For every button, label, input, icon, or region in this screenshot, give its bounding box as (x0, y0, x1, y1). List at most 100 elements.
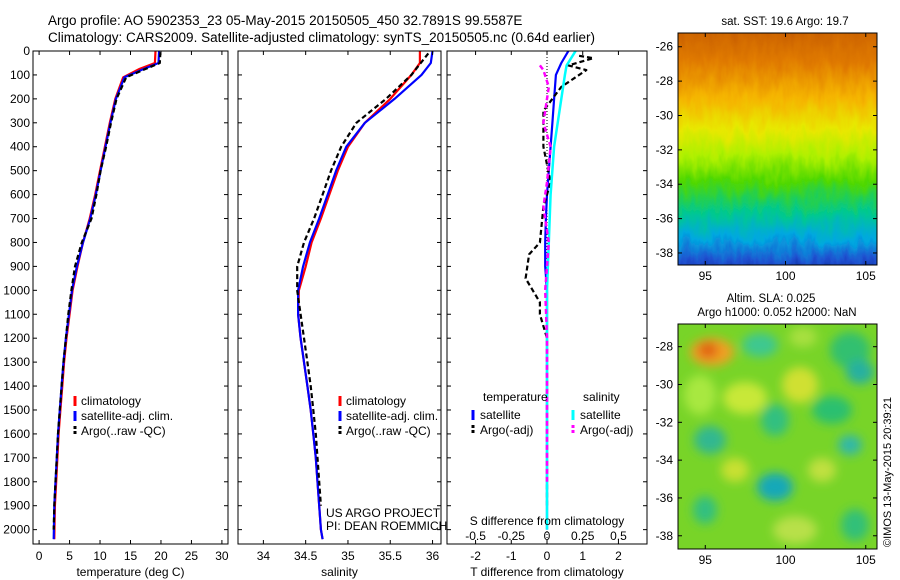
sla-map-title-2: Argo h1000: 0.052 h2000: NaN (697, 307, 856, 319)
figure-header: Argo profile: AO 5902353_23 05-May-2015 … (48, 12, 595, 46)
salinity-legend-item: Argo(..raw -QC) (346, 424, 431, 438)
depth-tick-label: 1900 (3, 499, 30, 513)
sst-map-lon-label: 95 (699, 269, 713, 283)
sla-map-panel: Altim. SLA: 0.025 Argo h1000: 0.052 h200… (656, 293, 878, 567)
temperature-series-2 (52, 52, 162, 530)
sst-map-lat-label: -32 (656, 143, 674, 157)
sla-map-lat-label: -32 (656, 415, 674, 429)
temperature-x-tick-label: 30 (215, 549, 229, 563)
depth-tick-label: 800 (10, 235, 30, 249)
temperature-x-tick-label: 20 (154, 549, 168, 563)
temperature-series-1 (52, 51, 161, 540)
difference-x-tick-label: 1 (579, 549, 586, 563)
climatology-title: Climatology: CARS2009. Satellite-adjuste… (48, 30, 596, 45)
depth-tick-label: 1500 (3, 403, 30, 417)
difference-x-label: T difference from climatology (470, 565, 624, 579)
sst-map-lat-label: -36 (656, 212, 674, 226)
depth-tick-label: 1400 (3, 379, 30, 393)
imos-credit: ©IMOS 13-May-2015 20:39:21 (882, 397, 894, 547)
depth-tick-label: 1100 (4, 307, 30, 321)
difference-x-tick-label: -1 (506, 549, 517, 563)
salinity-legend-item: satellite-adj. clim. (346, 409, 438, 423)
project-annotation: PI: DEAN ROEMMICH (326, 519, 447, 533)
salinity-chart: 34 34.5 35 35.5 36 salinity climatologysatelli… (237, 50, 447, 579)
temperature-series-0 (53, 51, 157, 540)
sst-map-title: sat. SST: 19.6 Argo: 19.7 (721, 16, 848, 28)
salinity-x-tick-label: 34 (257, 549, 271, 563)
sst-map-lon-label: 105 (856, 269, 876, 283)
top-x-tick-label: 0.25 (571, 529, 595, 543)
depth-tick-label: 1800 (3, 475, 30, 489)
sla-map-lon-label: 105 (856, 553, 876, 567)
depth-tick-label: 2000 (3, 523, 30, 537)
temperature-x-tick-label: 5 (66, 549, 73, 563)
difference-series-3 (538, 64, 552, 482)
depth-tick-label: 700 (10, 212, 30, 226)
salinity-frame (237, 50, 442, 545)
sla-map-title-1: Altim. SLA: 0.025 (727, 293, 816, 305)
sst-field (678, 33, 877, 265)
sst-map-lat-label: -28 (656, 74, 674, 88)
diff-legend-item: satellite (580, 408, 621, 422)
project-annotation: US ARGO PROJECT (326, 506, 441, 520)
difference-x-tick-label: 2 (615, 549, 622, 563)
sla-map-lat-label: -34 (656, 453, 674, 467)
salinity-x-label: salinity (321, 565, 358, 579)
depth-tick-label: 1300 (3, 355, 30, 369)
top-x-tick-label: -0.5 (465, 529, 486, 543)
temperature-x-tick-label: 25 (185, 549, 199, 563)
temperature-legend-item: climatology (81, 394, 141, 408)
difference-x-tick-label: 0 (544, 549, 551, 563)
profile-title: Argo profile: AO 5902353_23 05-May-2015 … (48, 13, 523, 28)
sst-map-lon-label: 100 (776, 269, 796, 283)
salinity-x-tick-label: 35 (341, 549, 355, 563)
depth-tick-label: 1700 (3, 451, 30, 465)
salinity-x-tick-label: 36 (426, 549, 440, 563)
salinity-series-2 (296, 52, 430, 506)
sla-map-lat-label: -28 (656, 340, 674, 354)
sst-map-lat-label: -26 (656, 40, 674, 54)
temperature-x-tick-label: 15 (124, 549, 138, 563)
depth-tick-label: 900 (10, 259, 30, 273)
sla-map-lat-label: -36 (656, 491, 674, 505)
salinity-legend-item: climatology (346, 394, 406, 408)
sla-map-lat-label: -38 (656, 529, 674, 543)
depth-tick-label: 500 (10, 164, 30, 178)
temperature-legend-item: Argo(..raw -QC) (81, 424, 166, 438)
temperature-x-label: temperature (deg C) (76, 565, 184, 579)
temperature-frame (32, 50, 229, 545)
salinity-x-tick-label: 34.5 (294, 549, 318, 563)
sla-map-lon-label: 95 (699, 553, 713, 567)
depth-tick-label: 400 (10, 140, 30, 154)
top-x-tick-label: -0.25 (498, 529, 526, 543)
temperature-x-tick-label: 0 (36, 549, 43, 563)
diff-legend-item: Argo(-adj) (480, 423, 533, 437)
depth-tick-label: 300 (10, 116, 30, 130)
sla-map-lat-label: -30 (656, 378, 674, 392)
temperature-legend-item: satellite-adj. clim. (81, 409, 173, 423)
depth-tick-label: 1200 (3, 331, 30, 345)
difference-series-2 (545, 51, 577, 530)
depth-tick-label: 0 (23, 44, 30, 58)
top-x-tick-label: 0.5 (610, 529, 627, 543)
legend-title-temperature: temperature (483, 390, 548, 404)
depth-tick-label: 1600 (3, 427, 30, 441)
legend-title-salinity: salinity (583, 390, 620, 404)
depth-tick-label: 100 (10, 68, 30, 82)
depth-tick-label: 200 (10, 92, 30, 106)
difference-series-1 (524, 54, 595, 506)
salinity-x-tick-label: 35.5 (379, 549, 403, 563)
sst-map-lat-label: -34 (656, 177, 674, 191)
top-x-tick-label: 0 (544, 529, 551, 543)
sst-map-panel: sat. SST: 19.6 Argo: 19.7 95 100 105 -26 -28… (656, 16, 878, 283)
diff-legend-item: Argo(-adj) (580, 423, 633, 437)
difference-x-tick-label: -2 (470, 549, 481, 563)
depth-tick-label: 1000 (3, 283, 30, 297)
temperature-chart: 0100200300400500600700800900100011001200… (3, 44, 229, 579)
sst-map-lat-label: -30 (656, 108, 674, 122)
sla-map-lon-label: 100 (776, 553, 796, 567)
sst-map-lat-label: -38 (656, 246, 674, 260)
difference-chart: -2 -1 0 1 2 T difference from climatology S di… (446, 50, 648, 579)
top-x-label: S difference from climatology (470, 514, 625, 528)
